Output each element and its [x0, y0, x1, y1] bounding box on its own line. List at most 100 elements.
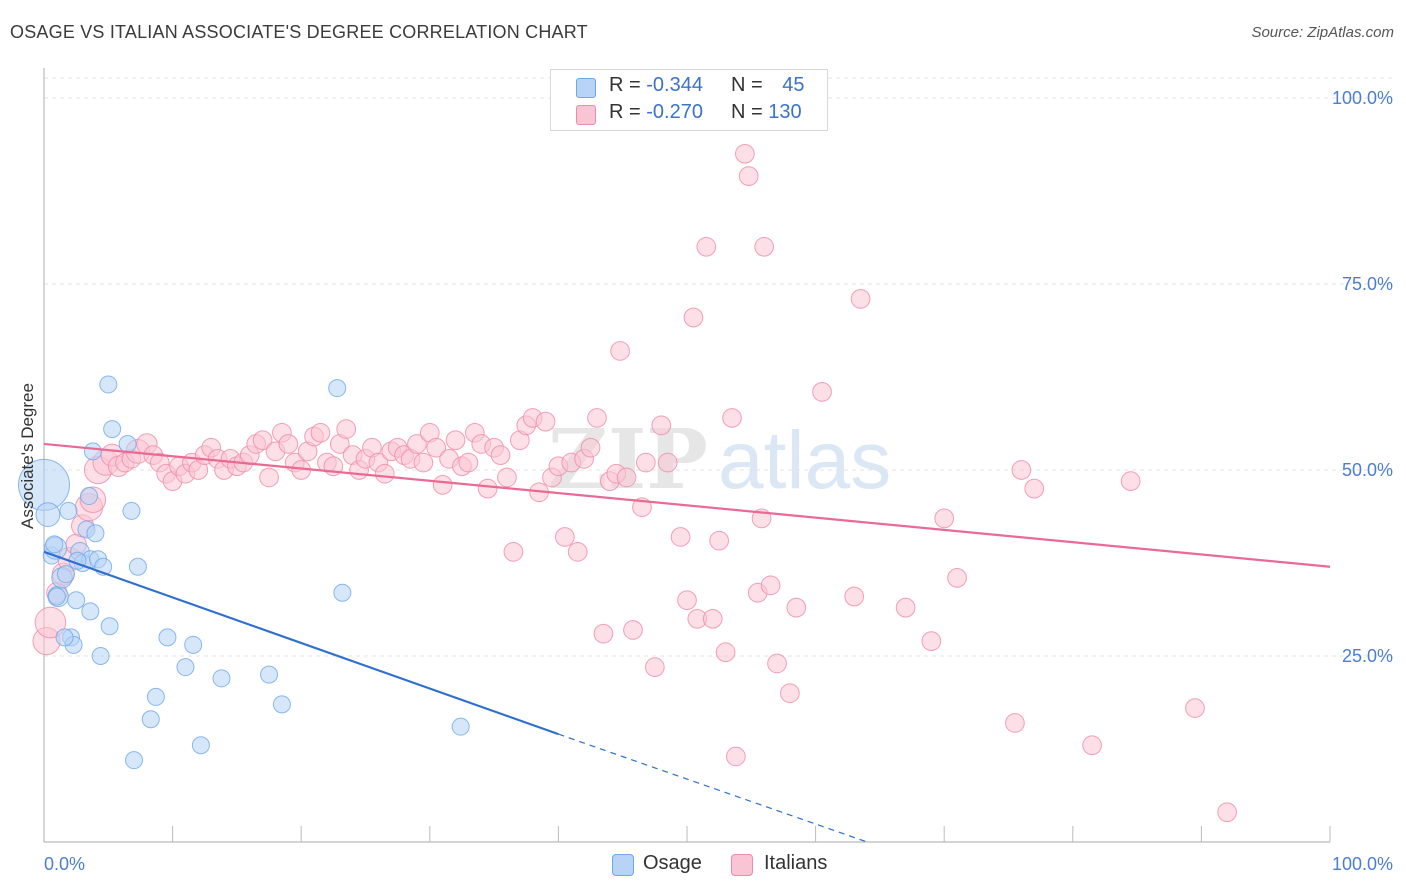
- italians-point: [726, 746, 746, 767]
- watermark-atlas: atlas: [718, 415, 891, 506]
- legend-n-label: N =: [731, 74, 763, 96]
- italians-point: [735, 143, 755, 164]
- legend-swatch-italians: [576, 105, 596, 125]
- italians-point: [593, 623, 614, 644]
- italians-point: [554, 527, 575, 547]
- osage-trend-line: [43, 550, 559, 736]
- legend-swatch-osage: [576, 78, 596, 98]
- italians-point: [921, 631, 942, 651]
- osage-swatch: [612, 854, 634, 876]
- legend-r-label: R =: [609, 101, 641, 123]
- italians-point: [336, 419, 357, 439]
- italians-point: [683, 307, 704, 328]
- osage-points: [18, 375, 470, 770]
- italians-point: [535, 411, 556, 432]
- italians-point: [780, 683, 800, 704]
- osage-point: [35, 502, 61, 528]
- legend-n-value-osage: 45: [782, 74, 805, 96]
- osage-point: [100, 617, 119, 636]
- italians-point: [374, 463, 395, 484]
- italians-point: [850, 289, 871, 309]
- legend-r-value-osage: -0.344: [646, 74, 703, 96]
- italians-point: [477, 478, 498, 499]
- italians-point: [432, 475, 453, 495]
- osage-trend-extension: [558, 733, 868, 843]
- italians-point: [413, 452, 434, 473]
- osage-point: [184, 635, 203, 654]
- osage-point: [67, 591, 86, 610]
- osage-point: [128, 557, 147, 576]
- italians-point: [651, 415, 672, 436]
- italians-trend-line: [43, 442, 1331, 568]
- osage-point: [328, 379, 347, 398]
- osage-point: [59, 501, 78, 520]
- osage-point: [122, 501, 141, 520]
- italians-point: [445, 430, 466, 451]
- italians-point: [252, 430, 273, 451]
- italians-point: [696, 236, 717, 257]
- italians-point: [677, 590, 697, 611]
- x-tick-label-right: 100.0%: [1332, 854, 1393, 874]
- italians-point: [623, 620, 643, 640]
- osage-point: [333, 583, 352, 602]
- italians-point: [767, 653, 787, 674]
- y-tick-label: 50.0%: [1342, 460, 1393, 480]
- italians-point: [503, 541, 524, 562]
- bottom-legend-osage: Osage: [612, 852, 712, 878]
- italians-point: [259, 467, 279, 488]
- italians-legend-label: Italians: [764, 852, 828, 874]
- italians-point: [722, 408, 742, 428]
- y-tick-label: 100.0%: [1332, 88, 1393, 108]
- osage-point: [47, 587, 66, 606]
- osage-legend-label: Osage: [643, 852, 702, 874]
- italians-point: [1185, 698, 1205, 718]
- italians-point: [1005, 713, 1025, 733]
- osage-point: [83, 442, 102, 461]
- osage-point: [176, 658, 195, 677]
- grid-lines: [44, 77, 1392, 657]
- italians-point: [1024, 478, 1045, 499]
- osage-point: [146, 687, 165, 706]
- trend-lines: [43, 442, 1331, 843]
- osage-point: [272, 695, 291, 714]
- italians-point: [844, 586, 865, 607]
- osage-point: [91, 647, 110, 665]
- chart-title: OSAGE VS ITALIAN ASSOCIATE'S DEGREE CORR…: [10, 22, 588, 42]
- osage-point: [99, 375, 118, 394]
- italians-point: [1082, 735, 1102, 756]
- osage-point: [86, 524, 105, 543]
- italians-point: [580, 437, 601, 458]
- osage-point: [158, 628, 177, 647]
- osage-point: [212, 669, 231, 688]
- italians-point: [715, 642, 736, 663]
- legend-n-value-italians: 130: [768, 101, 802, 123]
- italians-point: [426, 437, 447, 458]
- osage-point: [80, 487, 99, 506]
- bottom-legend-italians: Italians: [731, 852, 841, 878]
- axes: [43, 68, 1331, 843]
- legend-n-label: N =: [731, 101, 763, 123]
- osage-point: [191, 736, 210, 755]
- italians-point: [670, 527, 691, 547]
- italians-point: [895, 597, 916, 618]
- italians-point: [1011, 460, 1032, 480]
- y-tick-label: 75.0%: [1342, 274, 1393, 294]
- legend-row-osage: R = -0.344 N = 45: [551, 74, 827, 100]
- osage-point: [118, 434, 137, 453]
- watermark: ZIP atlas: [548, 412, 891, 508]
- italians-point: [754, 236, 775, 257]
- italians-point: [1120, 471, 1141, 492]
- legend-r-label: R =: [609, 74, 641, 96]
- legend-r-value-italians: -0.270: [646, 101, 703, 123]
- italians-point: [657, 452, 678, 473]
- italians-point: [645, 657, 665, 678]
- italians-point: [934, 508, 955, 529]
- italians-point: [587, 408, 607, 428]
- italians-point: [616, 467, 637, 488]
- osage-point: [55, 628, 74, 647]
- italians-point: [458, 452, 479, 473]
- osage-point: [125, 751, 144, 770]
- italians-point: [34, 606, 67, 639]
- osage-point: [260, 665, 279, 684]
